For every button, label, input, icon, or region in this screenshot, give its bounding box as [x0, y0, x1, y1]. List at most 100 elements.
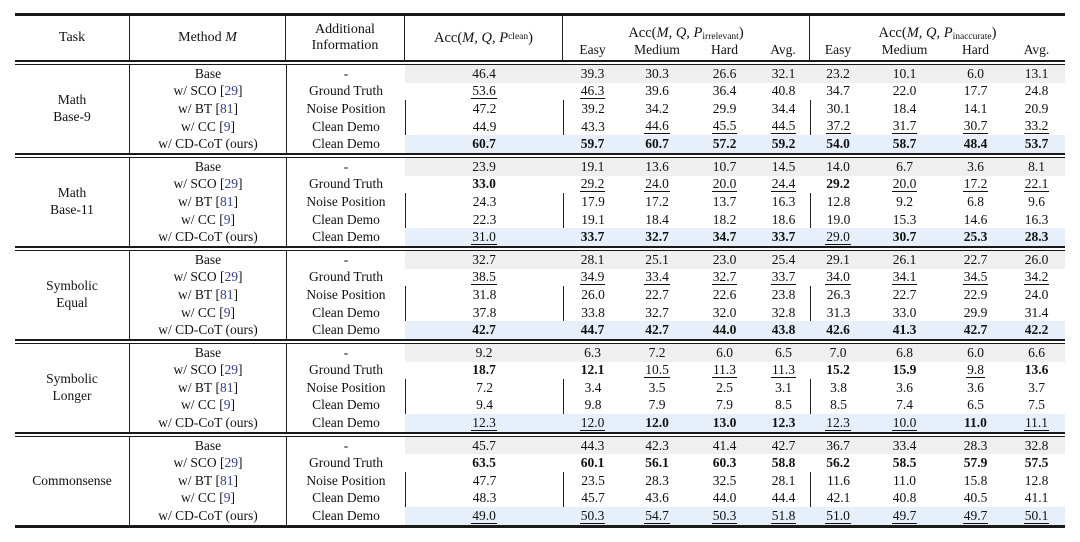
- value-cell: 41.4: [692, 436, 757, 455]
- citation-link[interactable]: 29: [224, 83, 239, 99]
- value-cell: 57.9: [963, 455, 988, 471]
- value-cell: 37.8: [405, 303, 563, 322]
- citation-link[interactable]: 81: [220, 193, 234, 209]
- value-cell: 15.2: [826, 362, 850, 378]
- value-cell: 13.6: [622, 157, 692, 176]
- value-cell: 7.2: [405, 379, 563, 397]
- method-cell: Base: [194, 251, 222, 267]
- value-cell: 12.3: [810, 414, 866, 432]
- value-cell: 54.7: [622, 507, 692, 525]
- value-cell: 34.2: [1023, 268, 1050, 285]
- value-cell: 6.0: [943, 65, 1008, 83]
- citation-link[interactable]: 9: [223, 490, 231, 506]
- citation-link[interactable]: 29: [224, 176, 239, 192]
- table-header: Task Method M Additional Information Acc…: [15, 16, 1065, 60]
- value-cell: 14.6: [963, 211, 988, 227]
- method-cell: w/ CD-CoT (ours): [158, 229, 258, 245]
- value-cell: 19.1: [563, 157, 622, 176]
- citation-link[interactable]: 9: [223, 118, 231, 134]
- info-cell: Clean Demo: [286, 321, 405, 339]
- header-method: Method M: [130, 16, 286, 60]
- value-cell: 8.1: [1008, 157, 1065, 176]
- task-cell: Math Base-11: [15, 157, 130, 246]
- value-cell: 10.1: [866, 65, 943, 83]
- citation-link[interactable]: 9: [223, 304, 231, 320]
- value-cell: 43.8: [757, 321, 810, 339]
- task-cell: Commonsense: [15, 436, 130, 525]
- task-group-commonsense: Commonsense Base -45.7 44.3 42.3 41.4 42.7 36.7…: [15, 436, 1065, 525]
- citation-link[interactable]: 81: [220, 379, 234, 395]
- value-cell: 59.7: [563, 135, 622, 153]
- value-cell: 26.0: [563, 286, 622, 304]
- value-cell: 12.0: [563, 414, 622, 432]
- acc-inaccurate-close: ): [991, 25, 997, 41]
- value-cell: 9.2: [896, 193, 913, 209]
- value-cell: 36.4: [712, 83, 737, 99]
- citation-link[interactable]: 9: [223, 211, 231, 227]
- value-cell: 31.4: [1024, 304, 1049, 320]
- info-cell: Clean Demo: [286, 135, 405, 153]
- citation-link[interactable]: 9: [223, 397, 231, 413]
- value-cell: 43.3: [563, 117, 622, 136]
- acc-clean-subscript: clean: [508, 32, 529, 43]
- value-cell: 7.4: [896, 397, 913, 413]
- value-cell: 25.4: [757, 250, 810, 269]
- method-cell: w/ SCO [29]: [173, 83, 243, 99]
- value-cell: 26.1: [866, 250, 943, 269]
- citation-link[interactable]: 29: [224, 269, 239, 285]
- value-cell: 59.2: [757, 135, 810, 153]
- value-cell: 33.4: [866, 436, 943, 455]
- citation-link[interactable]: 29: [224, 362, 239, 378]
- value-cell: 3.1: [775, 379, 792, 395]
- value-cell: 32.7: [622, 228, 692, 246]
- value-cell: 42.3: [622, 436, 692, 455]
- method-cell: w/ CC [9]: [180, 397, 235, 413]
- header-additional-info-line2: Information: [311, 38, 379, 53]
- value-cell: 2.5: [716, 379, 733, 395]
- info-cell: Noise Position: [286, 379, 405, 397]
- value-cell: 56.1: [645, 455, 669, 471]
- value-cell: 28.1: [563, 250, 622, 269]
- info-cell: Noise Position: [286, 286, 405, 304]
- value-cell: 17.2: [645, 193, 669, 209]
- citation-link[interactable]: 81: [220, 100, 234, 116]
- table-body: Math Base-9 Base -46.4 39.3 30.3 26.6 32.1 23.2 1…: [15, 65, 1065, 525]
- acc-irrelevant-close: ): [738, 25, 744, 41]
- value-cell: 46.3: [579, 82, 606, 99]
- value-cell: 57.2: [692, 135, 757, 153]
- value-cell: 23.9: [405, 157, 563, 176]
- value-cell: 32.7: [711, 268, 738, 285]
- method-cell: w/ BT [81]: [177, 193, 238, 209]
- info-cell: Ground Truth: [286, 175, 405, 194]
- value-cell: 22.0: [892, 83, 917, 99]
- value-cell: 49.7: [943, 507, 1008, 525]
- method-cell: w/ SCO [29]: [173, 455, 243, 471]
- value-cell: 44.9: [405, 117, 563, 136]
- value-cell: 25.3: [943, 228, 1008, 246]
- value-cell: 34.2: [645, 100, 669, 116]
- method-cell: w/ SCO [29]: [173, 362, 243, 378]
- value-cell: 39.3: [563, 65, 622, 83]
- value-cell: 28.1: [771, 472, 796, 488]
- header-subcol-hard-irrelevant: Hard: [711, 42, 738, 57]
- value-cell: 11.6: [810, 472, 866, 490]
- value-cell: 3.4: [563, 379, 622, 397]
- info-cell: Clean Demo: [286, 396, 405, 415]
- value-cell: 40.8: [771, 83, 796, 99]
- value-cell: 56.2: [826, 455, 850, 471]
- citation-link[interactable]: 81: [220, 472, 234, 488]
- value-cell: 18.6: [771, 211, 796, 227]
- value-cell: 43.6: [645, 490, 669, 506]
- value-cell: 6.8: [866, 343, 943, 362]
- acc-irrelevant-subscript: irrelevant: [702, 31, 739, 42]
- header-subcol-hard-inaccurate: Hard: [962, 42, 989, 57]
- value-cell: 29.0: [810, 228, 866, 246]
- citation-link[interactable]: 81: [220, 286, 234, 302]
- value-cell: 50.3: [563, 507, 622, 525]
- value-cell: 14.0: [810, 157, 866, 176]
- value-cell: 22.7: [892, 286, 917, 302]
- value-cell: 32.8: [1008, 436, 1065, 455]
- citation-link[interactable]: 29: [224, 455, 239, 471]
- value-cell: 8.5: [810, 396, 866, 415]
- header-subcol-avg-inaccurate: Avg.: [1023, 42, 1050, 57]
